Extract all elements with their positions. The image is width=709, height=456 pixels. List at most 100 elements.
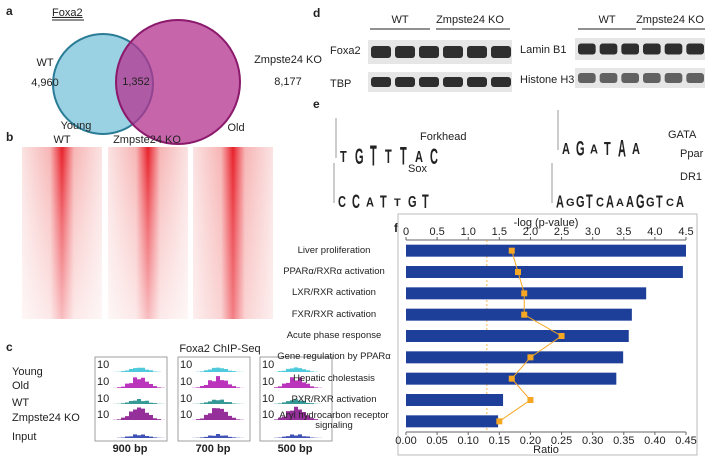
panel-label: e xyxy=(313,97,320,111)
x-tick-label: 0.10 xyxy=(458,435,479,447)
logo-letter: A xyxy=(366,195,374,210)
blot-band xyxy=(419,46,439,58)
track xyxy=(274,399,330,404)
track-box xyxy=(177,356,251,442)
blot-band xyxy=(395,77,415,87)
ratio-marker xyxy=(521,311,528,318)
blot-band xyxy=(686,73,704,83)
bar xyxy=(406,415,499,428)
venn-count: 4,960 xyxy=(31,77,59,89)
x-tick-label: 0.20 xyxy=(520,435,541,447)
venn-ko xyxy=(115,19,241,145)
logo-letter: C xyxy=(430,144,438,169)
heatmap-fade xyxy=(193,147,273,319)
row-label: Zmpste24 KO xyxy=(12,412,80,424)
category-label: LXR/RXR activation xyxy=(292,287,376,299)
track xyxy=(274,406,330,420)
logo-letter: T xyxy=(340,148,347,165)
blot-band xyxy=(491,46,511,58)
x-tick-label: 0.00 xyxy=(395,435,416,447)
x-tick-label: 0.45 xyxy=(675,435,696,447)
ratio-marker xyxy=(496,418,503,425)
blot-band xyxy=(578,43,596,55)
x2-tick-label: 3.0 xyxy=(585,226,600,238)
heatmap-fade xyxy=(22,147,102,319)
logo-letter: A xyxy=(618,135,626,162)
blot-band xyxy=(467,77,487,87)
track xyxy=(109,434,165,438)
logo-letter: G xyxy=(408,193,417,210)
track xyxy=(192,408,248,420)
blot-band xyxy=(686,43,704,55)
logo-letter: T xyxy=(400,143,407,172)
logo-letter: T xyxy=(370,139,377,172)
x2-tick-label: 4.5 xyxy=(678,226,693,238)
protein-label: Histone H3 xyxy=(520,74,574,86)
logo-letter: T xyxy=(385,147,392,168)
x2-tick-label: 1.0 xyxy=(461,226,476,238)
blot-band xyxy=(599,73,618,83)
blot-band xyxy=(621,73,639,83)
x2-tick-label: 2.5 xyxy=(554,226,569,238)
logo-letter: G xyxy=(576,193,585,210)
category-label: Acute phase response xyxy=(286,330,382,341)
blot-band xyxy=(664,43,683,55)
width-label: 700 bp xyxy=(196,443,231,455)
blot-band xyxy=(443,46,463,58)
scale-label: 10 xyxy=(97,376,109,388)
bar xyxy=(406,394,504,406)
blot-band xyxy=(467,46,487,58)
logo-letter: A xyxy=(632,140,640,157)
logo-letter: G xyxy=(576,137,585,161)
column-label: Zmpste24 KO xyxy=(113,134,181,146)
blot-band xyxy=(643,43,661,55)
logo-letter: A xyxy=(415,148,423,165)
scale-label: 10 xyxy=(180,376,192,388)
category-label: PPARα/RXRα activation xyxy=(283,266,385,277)
tracks: 10 10 10 10 10 10 10 10 10 10 10 10 xyxy=(94,356,333,442)
ratio-marker xyxy=(515,269,521,275)
x-tick-label: 0.15 xyxy=(489,435,510,447)
bar xyxy=(406,330,629,342)
category-label: PXR/RXR activation xyxy=(291,394,377,405)
track xyxy=(109,377,165,388)
category-label: FXR/RXR activation xyxy=(291,308,377,320)
chart-frame xyxy=(397,213,698,456)
scale-label: 10 xyxy=(180,409,192,421)
motif-name: Ppar xyxy=(680,148,704,160)
x2-tick-label: 4.0 xyxy=(647,226,662,238)
heatmap-fade xyxy=(108,147,188,319)
track xyxy=(109,399,165,404)
panel-label: b xyxy=(6,130,13,144)
logo-letter: G xyxy=(566,197,575,209)
x2-tick-label: 1.5 xyxy=(492,226,507,238)
venn-count: 8,177 xyxy=(274,76,302,88)
category-label: Aryl hydrocarbon receptor signaling xyxy=(279,410,389,432)
bar xyxy=(406,266,683,278)
bar xyxy=(406,308,632,321)
category-label: Liver proliferation xyxy=(297,244,371,256)
logo-letter: A xyxy=(606,193,614,212)
x-axis-label: Ratio xyxy=(533,444,559,456)
track xyxy=(274,377,330,388)
track-box xyxy=(259,356,333,442)
blot-band xyxy=(419,77,439,87)
logo-letter: T xyxy=(394,197,401,209)
group-label: Old xyxy=(227,122,244,134)
blot-band xyxy=(443,77,463,87)
x-tick-label: 0.30 xyxy=(582,435,603,447)
width-label: 500 bp xyxy=(278,443,313,455)
track-box xyxy=(94,356,168,442)
scale-label: 10 xyxy=(262,393,274,405)
ratio-marker xyxy=(527,397,534,403)
scale-label: 10 xyxy=(180,393,192,405)
track xyxy=(109,407,165,420)
logo-letter: T xyxy=(604,139,611,160)
blot-band xyxy=(491,77,511,87)
logo-letter: T xyxy=(422,192,429,213)
motif-name: Sox xyxy=(408,163,427,175)
x2-tick-label: 3.5 xyxy=(616,226,631,238)
x2-tick-label: 0.5 xyxy=(429,226,444,238)
logo-letter: C xyxy=(596,195,604,210)
